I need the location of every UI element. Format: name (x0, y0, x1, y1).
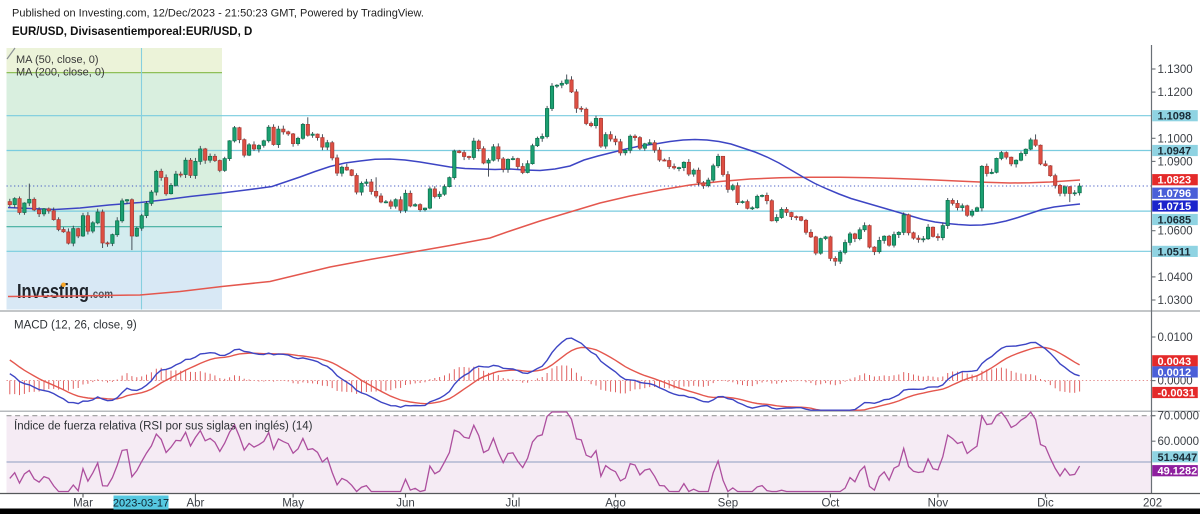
svg-text:EUR/USD, Divisasentiemporeal:E: EUR/USD, Divisasentiemporeal:EUR/USD, D (12, 26, 252, 38)
svg-text:1.0600: 1.0600 (1158, 226, 1193, 238)
svg-text:49.1282: 49.1282 (1158, 466, 1198, 478)
svg-text:Jun: Jun (396, 498, 415, 510)
svg-text:202: 202 (1143, 498, 1162, 510)
svg-text:Nov: Nov (928, 498, 949, 510)
svg-text:1.0715: 1.0715 (1158, 201, 1192, 213)
svg-text:1.0511: 1.0511 (1158, 246, 1191, 258)
svg-text:1.0685: 1.0685 (1158, 215, 1192, 227)
svg-text:.com: .com (90, 287, 113, 301)
svg-text:60.0000: 60.0000 (1158, 436, 1200, 448)
svg-text:MA (200, close, 0): MA (200, close, 0) (16, 67, 105, 79)
svg-text:Sep: Sep (718, 498, 738, 510)
svg-text:Abr: Abr (186, 498, 204, 510)
svg-text:0.0012: 0.0012 (1158, 367, 1192, 379)
svg-text:Oct: Oct (821, 498, 840, 510)
svg-text:1.1000: 1.1000 (1158, 133, 1193, 145)
svg-text:2023-03-17: 2023-03-17 (113, 498, 169, 510)
svg-text:MACD (12, 26, close, 9): MACD (12, 26, close, 9) (14, 320, 137, 332)
svg-text:1.1300: 1.1300 (1158, 64, 1193, 76)
svg-text:Jul: Jul (506, 498, 521, 510)
svg-text:Investing: Investing (17, 280, 89, 303)
svg-text:1.1200: 1.1200 (1158, 87, 1193, 99)
svg-text:51.9447: 51.9447 (1158, 452, 1198, 464)
svg-text:0.0100: 0.0100 (1158, 332, 1193, 344)
svg-text:-0.0031: -0.0031 (1158, 388, 1195, 400)
svg-text:0.0000: 0.0000 (1158, 376, 1193, 388)
svg-text:Published on Investing.com, 12: Published on Investing.com, 12/Dec/2023 … (12, 8, 424, 20)
svg-text:1.0900: 1.0900 (1158, 156, 1193, 168)
svg-text:0.0043: 0.0043 (1158, 356, 1192, 368)
svg-text:1.0947: 1.0947 (1158, 146, 1192, 158)
svg-text:1.0823: 1.0823 (1158, 175, 1192, 187)
svg-text:Índice de fuerza relativa (RSI: Índice de fuerza relativa (RSI por sus s… (14, 420, 313, 433)
svg-text:1.0300: 1.0300 (1158, 295, 1193, 307)
svg-text:70.0000: 70.0000 (1158, 411, 1200, 423)
svg-text:May: May (282, 498, 304, 510)
svg-text:Ago: Ago (605, 498, 625, 510)
svg-text:1.0400: 1.0400 (1158, 272, 1193, 284)
svg-text:1.1098: 1.1098 (1158, 111, 1192, 123)
svg-text:Dic: Dic (1037, 498, 1054, 510)
svg-text:Mar: Mar (73, 498, 93, 510)
svg-text:MA (50, close, 0): MA (50, close, 0) (16, 54, 99, 66)
svg-text:1.0796: 1.0796 (1158, 188, 1192, 200)
